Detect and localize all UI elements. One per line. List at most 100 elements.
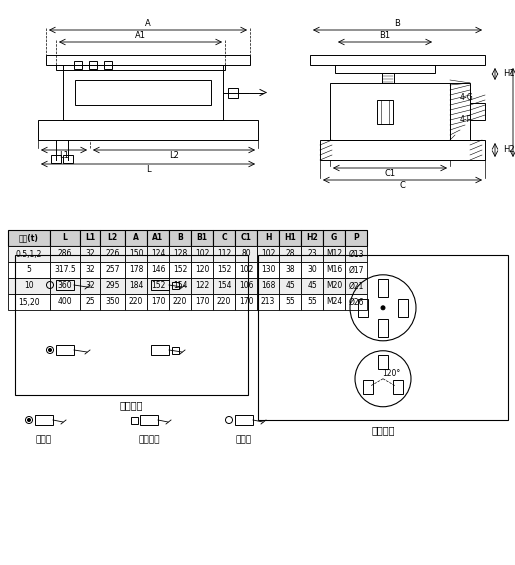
Bar	[147, 278, 169, 294]
Bar	[257, 246, 279, 262]
Bar	[100, 278, 125, 294]
Bar	[323, 230, 345, 246]
Text: 矩形布置: 矩形布置	[120, 400, 143, 410]
Text: 152: 152	[173, 266, 187, 275]
Bar	[378, 279, 388, 297]
Text: 23: 23	[307, 250, 317, 259]
Bar	[38, 120, 258, 140]
Bar	[213, 230, 235, 246]
Bar	[169, 246, 191, 262]
Text: 5: 5	[27, 266, 31, 275]
Bar	[378, 319, 388, 337]
Text: 178: 178	[129, 266, 143, 275]
Bar	[8, 230, 50, 246]
Text: M20: M20	[326, 281, 342, 290]
Bar	[125, 278, 147, 294]
Bar	[50, 262, 80, 278]
Text: H: H	[265, 233, 271, 242]
Bar	[80, 246, 100, 262]
Text: 400: 400	[58, 298, 72, 306]
Text: 130: 130	[261, 266, 275, 275]
Bar	[335, 65, 435, 73]
Bar	[131, 416, 138, 424]
Bar	[50, 230, 80, 246]
Text: 30: 30	[307, 266, 317, 275]
Bar	[125, 230, 147, 246]
Bar	[279, 294, 301, 310]
Text: B: B	[177, 233, 183, 242]
Bar	[235, 262, 257, 278]
Bar	[257, 230, 279, 246]
Bar	[257, 262, 279, 278]
Bar	[89, 61, 97, 69]
Text: 120°: 120°	[382, 370, 400, 378]
Text: 152: 152	[217, 266, 231, 275]
Bar	[63, 155, 73, 163]
Text: 半浮动式: 半浮动式	[138, 436, 160, 445]
Text: Ø21: Ø21	[348, 281, 364, 290]
Bar	[320, 140, 485, 160]
Circle shape	[48, 349, 52, 351]
Bar	[56, 345, 74, 355]
Bar	[125, 294, 147, 310]
Bar	[279, 246, 301, 262]
Bar	[147, 246, 169, 262]
Text: 55: 55	[307, 298, 317, 306]
Bar	[323, 262, 345, 278]
Bar	[15, 255, 248, 395]
Bar	[330, 83, 450, 140]
Bar	[125, 262, 147, 278]
Text: 4-P: 4-P	[460, 115, 472, 124]
Text: 257: 257	[105, 266, 120, 275]
Bar	[191, 278, 213, 294]
Text: 15,20: 15,20	[18, 298, 40, 306]
Bar	[75, 80, 211, 105]
Bar	[191, 246, 213, 262]
Bar	[50, 294, 80, 310]
Bar	[213, 262, 235, 278]
Text: M12: M12	[326, 250, 342, 259]
Circle shape	[27, 419, 30, 421]
Text: 317.5: 317.5	[54, 266, 76, 275]
Bar	[8, 246, 50, 262]
Text: C1: C1	[384, 170, 396, 179]
Text: 38: 38	[285, 266, 295, 275]
Bar	[258, 255, 508, 420]
Circle shape	[381, 306, 385, 310]
Text: 45: 45	[285, 281, 295, 290]
Bar	[169, 294, 191, 310]
Text: H2: H2	[306, 233, 318, 242]
Bar	[80, 262, 100, 278]
Bar	[151, 280, 169, 290]
Text: H2: H2	[503, 146, 514, 154]
Bar	[378, 355, 388, 369]
Bar	[358, 299, 368, 317]
Text: 55: 55	[285, 298, 295, 306]
Bar	[392, 380, 403, 394]
Text: 170: 170	[151, 298, 165, 306]
Text: 226: 226	[105, 250, 119, 259]
Text: 220: 220	[217, 298, 231, 306]
Bar	[100, 294, 125, 310]
Text: 0.5,1,2: 0.5,1,2	[16, 250, 42, 259]
Text: 120: 120	[195, 266, 209, 275]
Bar	[235, 230, 257, 246]
Bar	[46, 55, 250, 65]
Text: L: L	[62, 233, 67, 242]
Bar	[169, 278, 191, 294]
Text: C: C	[221, 233, 227, 242]
Text: B1: B1	[197, 233, 208, 242]
Text: 80: 80	[241, 250, 251, 259]
Bar	[213, 278, 235, 294]
Text: A: A	[133, 233, 139, 242]
Bar	[323, 294, 345, 310]
Text: G: G	[331, 233, 337, 242]
Text: 220: 220	[129, 298, 143, 306]
Bar	[279, 278, 301, 294]
Bar	[228, 88, 238, 98]
Text: 213: 213	[261, 298, 275, 306]
Text: 170: 170	[239, 298, 253, 306]
Bar	[8, 294, 50, 310]
Bar	[364, 380, 373, 394]
Text: A1: A1	[135, 32, 146, 41]
